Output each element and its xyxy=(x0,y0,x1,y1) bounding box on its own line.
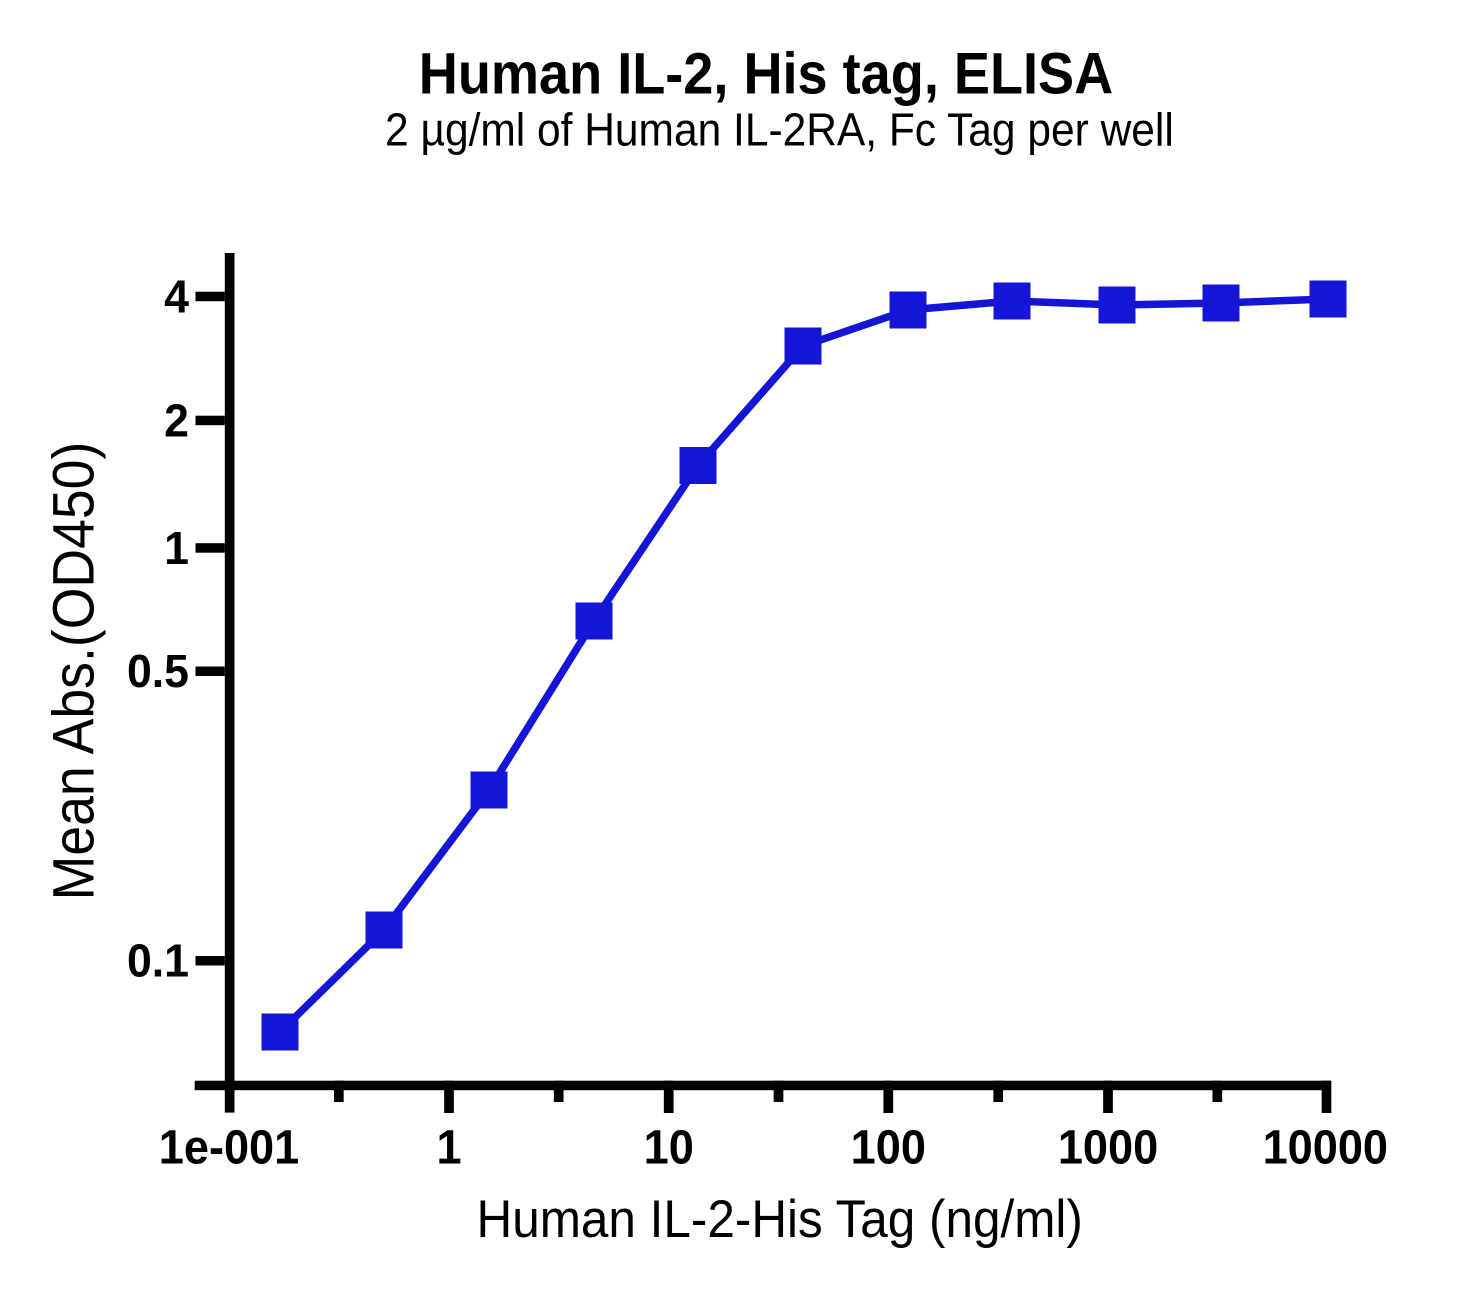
svg-text:0.1: 0.1 xyxy=(127,935,189,987)
svg-text:Human IL-2, His tag, ELISA: Human IL-2, His tag, ELISA xyxy=(419,41,1113,106)
svg-text:1: 1 xyxy=(164,522,189,574)
svg-text:4: 4 xyxy=(164,271,189,323)
svg-text:1000: 1000 xyxy=(1058,1120,1158,1174)
svg-text:2: 2 xyxy=(164,395,189,447)
svg-text:10: 10 xyxy=(644,1120,694,1174)
svg-text:Mean Abs.(OD450): Mean Abs.(OD450) xyxy=(40,442,105,901)
svg-text:1: 1 xyxy=(436,1120,461,1174)
svg-text:1e-001: 1e-001 xyxy=(159,1120,299,1174)
svg-text:0.5: 0.5 xyxy=(127,645,189,697)
svg-text:10000: 10000 xyxy=(1263,1120,1388,1174)
svg-text:100: 100 xyxy=(851,1120,926,1174)
svg-text:2 µg/ml of Human IL-2RA, Fc Ta: 2 µg/ml of Human IL-2RA, Fc Tag per well xyxy=(385,105,1174,156)
svg-text:Human IL-2-His Tag (ng/ml): Human IL-2-His Tag (ng/ml) xyxy=(477,1190,1083,1249)
